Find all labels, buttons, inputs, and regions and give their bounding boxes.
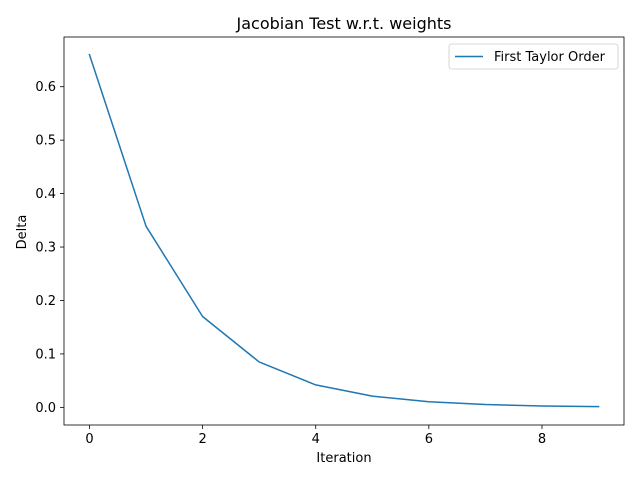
y-tick-label-3: 0.3 [35,241,56,256]
x-tick-label-0: 0 [85,432,93,447]
y-tick-label-4: 0.4 [35,187,56,202]
legend-label-0: First Taylor Order [494,50,606,65]
y-tick-label-5: 0.5 [35,134,56,149]
y-tick-label-2: 0.2 [35,294,56,309]
x-tick-label-4: 8 [538,432,546,447]
series-line-0 [88,53,600,408]
chart-title: Jacobian Test w.r.t. weights [236,14,452,33]
y-axis-label: Delta [15,215,30,250]
y-tick-label-1: 0.1 [35,347,56,362]
y-tick-label-6: 0.6 [35,80,56,95]
x-tick-label-1: 2 [198,432,206,447]
legend: First Taylor Order [448,43,619,70]
plot-area: 0 2 4 6 8 0.0 0.1 0.2 0.3 0.4 0.5 0.6 First Taylor O… [35,36,625,447]
x-tick-label-3: 6 [425,432,433,447]
plot-frame [63,36,625,426]
y-tick-label-0: 0.0 [35,401,56,416]
x-tick-label-2: 4 [312,432,320,447]
legend-box [448,43,619,70]
x-axis-label: Iteration [316,451,371,466]
